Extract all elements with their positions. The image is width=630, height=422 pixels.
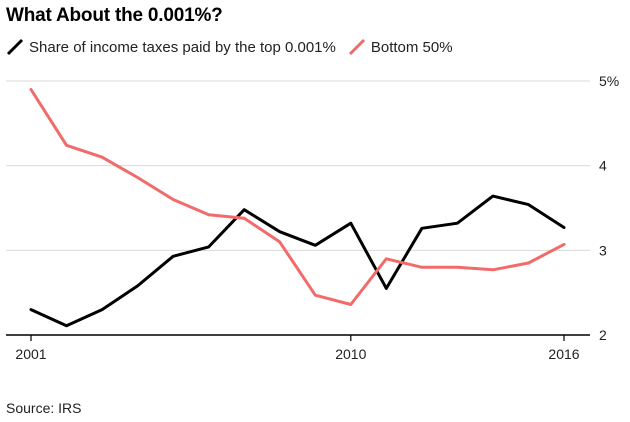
legend-item-top-0001: Share of income taxes paid by the top 0.…: [6, 38, 336, 56]
legend-swatch-top-0001: [6, 38, 24, 56]
series-line-bottom-50: [29, 88, 566, 306]
legend-swatch-bottom-50: [348, 38, 365, 56]
legend-label-top-0001: Share of income taxes paid by the top 0.…: [29, 38, 336, 56]
series-line-top-0001: [29, 194, 566, 328]
y-tick-label-2: 2: [599, 327, 607, 343]
x-tick-label-2010: 2010: [335, 346, 366, 362]
y-tick-label-5: 5%: [599, 73, 619, 89]
chart-title: What About the 0.001%?: [6, 5, 223, 26]
source-note: Source: IRS: [6, 400, 82, 416]
x-tick-label-2016: 2016: [548, 346, 579, 362]
x-tick-label-2001: 2001: [15, 346, 46, 362]
legend-label-bottom-50: Bottom 50%: [370, 38, 453, 56]
y-tick-label-3: 3: [599, 242, 607, 258]
legend-item-bottom-50: Bottom 50%: [348, 38, 453, 56]
y-tick-label-4: 4: [599, 158, 607, 174]
legend: Share of income taxes paid by the top 0.…: [6, 38, 465, 56]
